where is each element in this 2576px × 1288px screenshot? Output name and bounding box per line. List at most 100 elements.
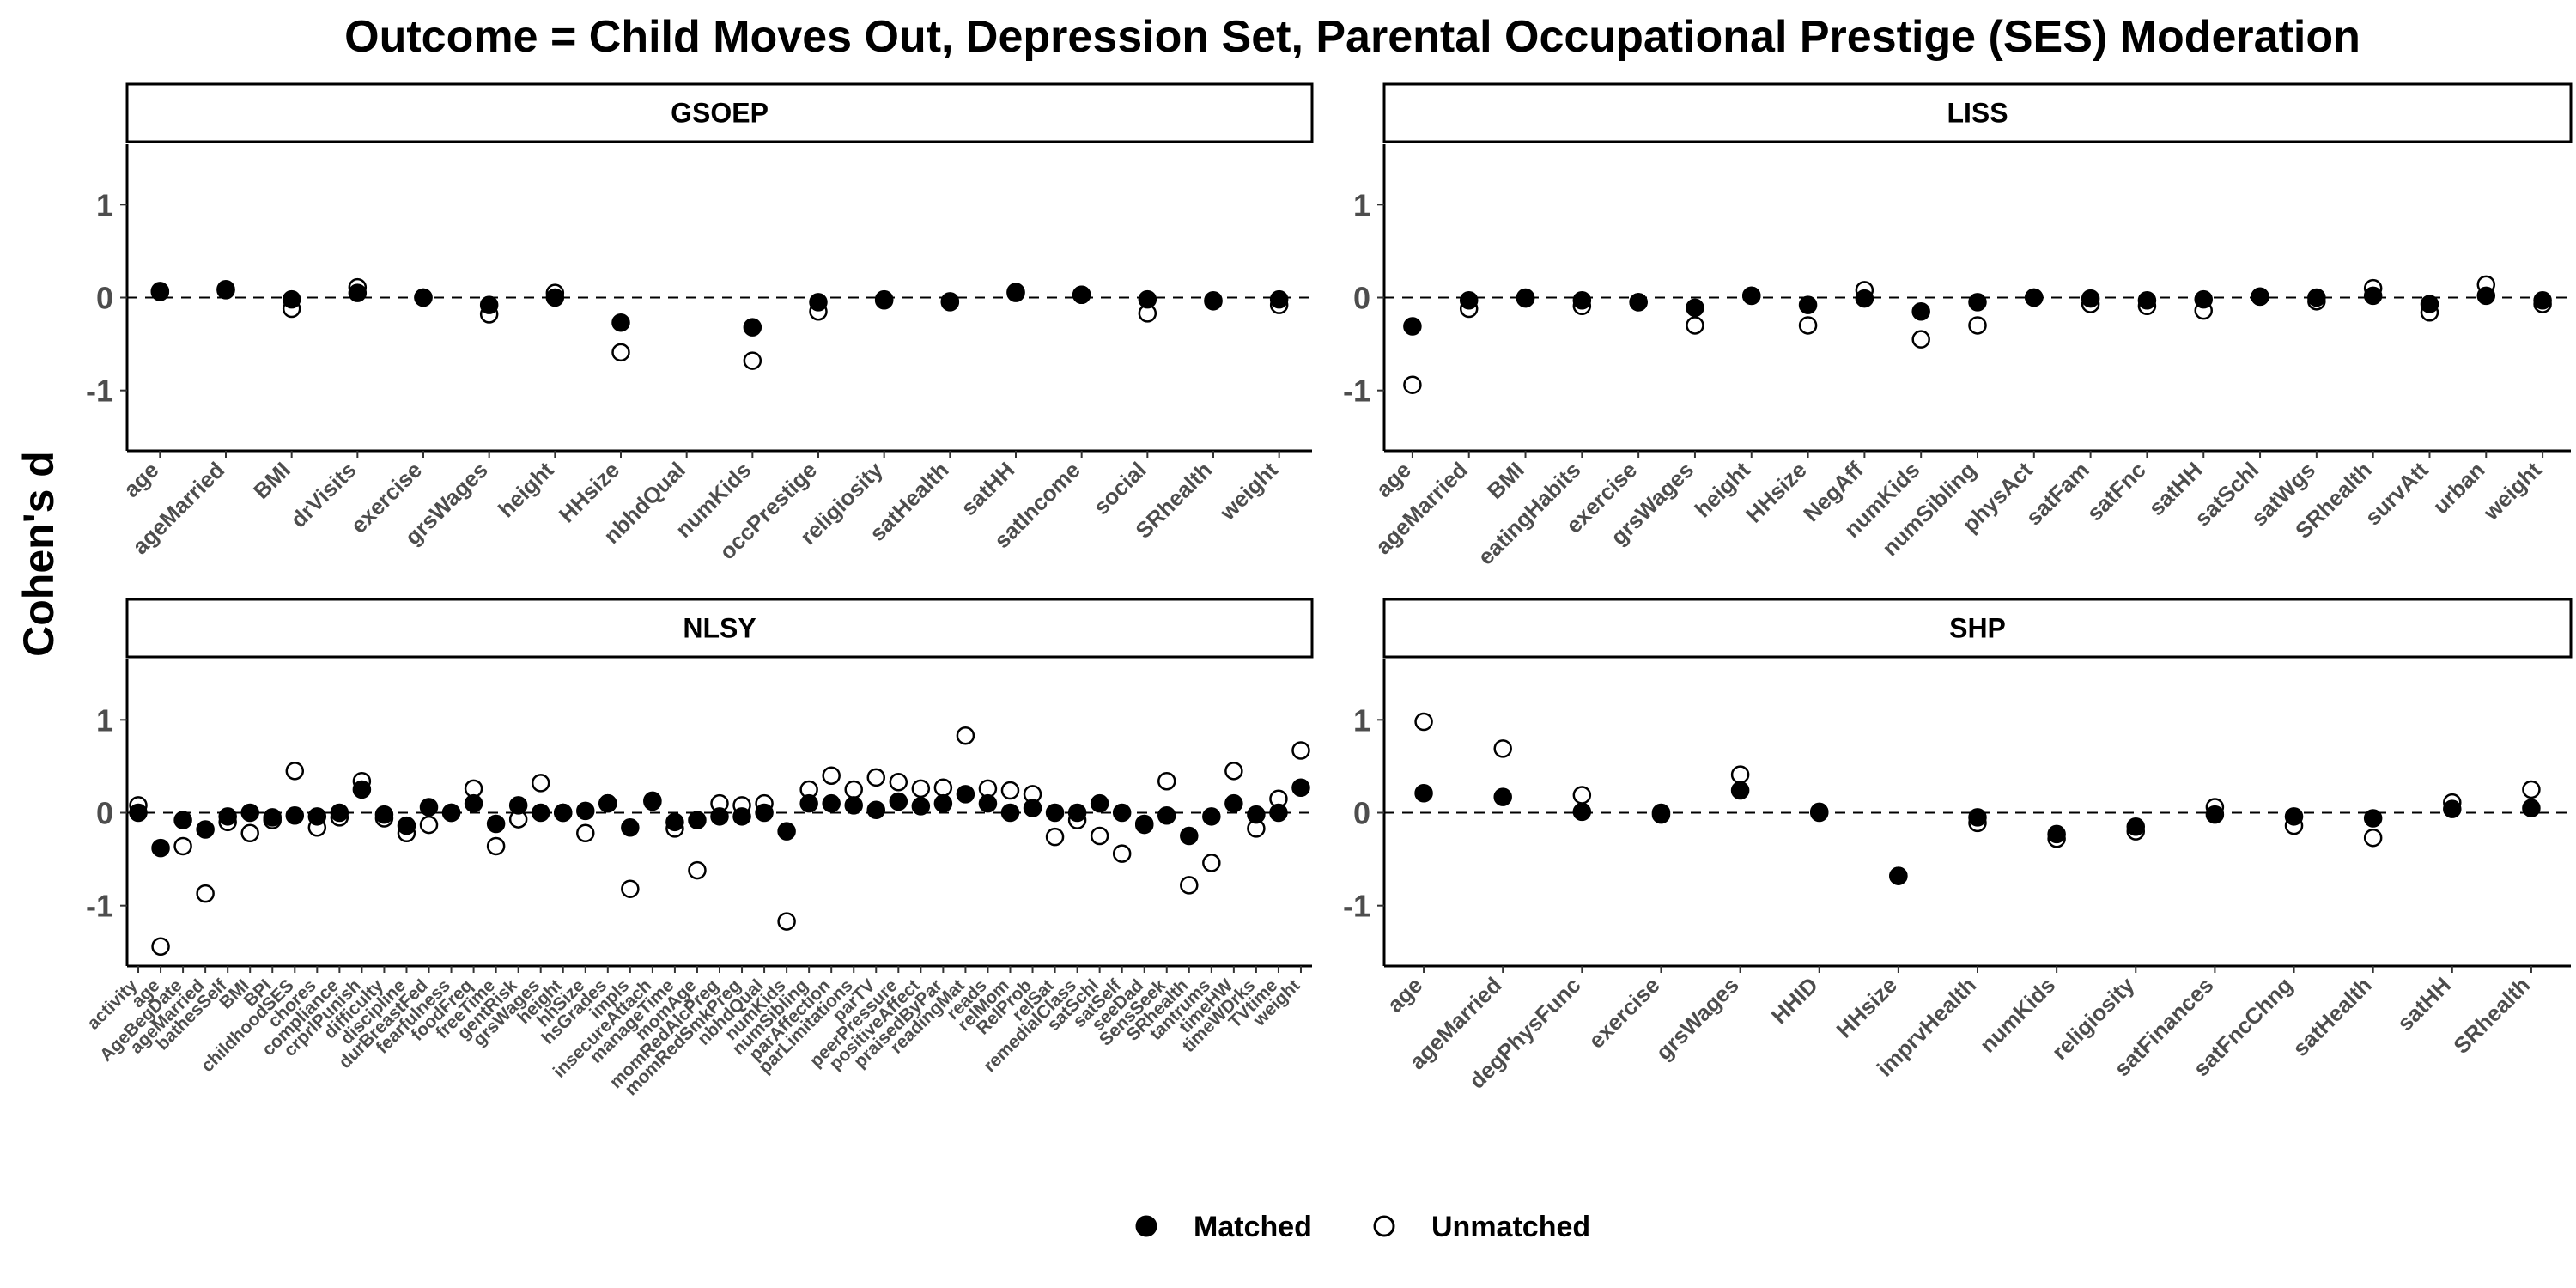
matched-point-SRhealth [1204,290,1223,310]
matched-point-height [553,803,573,823]
chart-title: Outcome = Child Moves Out, Depression Se… [344,12,2360,62]
unmatched-point-numKids [777,912,796,931]
legend-matched-label: Matched [1194,1211,1312,1243]
matched-point-grsWages [1730,781,1750,800]
matched-point-height [1742,286,1761,306]
matched-point-hsGrades [598,793,617,813]
unmatched-point-readingMat [956,726,975,745]
matched-point-ageMarried [216,280,235,299]
unmatched-point-BMI [240,823,259,843]
matched-point-reads [978,793,998,813]
unmatched-point-positiveAffect [911,779,931,799]
panel-strip-label: NLSY [683,613,756,644]
matched-point-timeWDrks [1247,805,1266,824]
matched-point-positiveAffect [911,797,931,816]
matched-point-HHsize [1889,866,1908,885]
unmatched-point-grsWages [531,774,550,793]
matched-point-HHID [1809,802,1829,822]
unmatched-point-numKids [743,351,762,370]
matched-point-satFncChng [2284,807,2304,826]
matched-point-weight [1269,289,1289,309]
matched-point-BPI [263,808,282,827]
legend-unmatched-label: Unmatched [1431,1211,1590,1243]
unmatched-point-relMom [1000,781,1020,800]
unmatched-point-tantrums [1202,854,1221,872]
unmatched-point-satSelf [1112,844,1132,863]
matched-point-ageMarried [1493,787,1512,806]
matched-point-grsWages [479,295,499,314]
matched-point-tantrums [1202,807,1221,826]
y-tick-label: 0 [1353,796,1370,831]
matched-point-BMI [282,289,301,309]
matched-point-HHsize [611,313,630,332]
matched-point-survAtt [2420,295,2439,313]
y-tick-label: -1 [86,374,113,409]
matched-point-manageTime [665,812,684,832]
matched-point-age [1403,317,1422,336]
matched-point-satFnc [2137,290,2157,310]
matched-point-relSat [1045,803,1065,823]
matched-point-compliance [330,803,349,823]
unmatched-point-impls [621,879,640,898]
matched-point-discipline [397,816,416,835]
matched-point-peerPressure [889,792,908,811]
unmatched-point-HHsize [1798,316,1818,335]
unmatched-point-peerPressure [889,773,908,792]
legend-matched-marker [1135,1215,1157,1237]
matched-point-urban [2476,286,2496,306]
y-tick-label: 1 [96,187,113,222]
matched-point-childhoodSES [285,805,305,825]
matched-point-satHH [2443,799,2462,818]
unmatched-point-SRhealth [2522,780,2541,799]
unmatched-point-weight [1291,741,1310,760]
matched-point-numKids [1911,301,1930,321]
matched-point-ageMarried [1459,290,1479,310]
matched-point-imprvHealth [1968,808,1987,827]
y-tick-label: 1 [1353,702,1370,738]
matched-point-height [545,288,565,307]
unmatched-point-HHsize [611,343,630,362]
matched-point-numKids [2047,824,2066,844]
unmatched-point-hhSize [576,823,595,843]
matched-point-foodFreq [464,793,483,813]
unmatched-point-degPhysFunc [1572,786,1592,805]
matched-point-numKids [777,822,796,841]
matched-point-impls [621,818,640,837]
unmatched-point-timeHW [1224,762,1243,781]
matched-point-remedialClass [1067,803,1087,823]
panel-strip [1382,598,2573,659]
matched-point-bathesSelf [218,807,237,826]
y-tick-label: 1 [96,702,113,738]
matched-point-parAffection [822,793,841,813]
matched-point-satSchl [1090,793,1109,813]
y-tick-label: -1 [1343,374,1370,409]
matched-point-grsWages [1686,298,1704,318]
matched-point-age [151,838,170,858]
unmatched-point-ageMarried [1493,739,1512,758]
unmatched-point-age [1414,712,1433,732]
matched-point-ageMarried [196,820,215,839]
legend: Matched Unmatched [1135,1211,1590,1243]
y-tick-label: 1 [1353,187,1370,222]
matched-point-eatingHabits [1572,290,1592,310]
matched-point-HHsize [1798,295,1818,314]
matched-point-exercise [1629,293,1648,312]
unmatched-point-grsWages [1686,316,1704,335]
unmatched-point-childhoodSES [285,762,305,781]
matched-point-satHH [2194,289,2213,309]
unmatched-point-numKids [1911,330,1930,349]
matched-point-exercise [1651,805,1671,824]
unmatched-point-momAge [688,860,707,880]
unmatched-point-AgeBegDate [173,836,192,856]
matched-point-durBreastFed [419,798,439,817]
matched-point-satSelf [1112,803,1132,823]
matched-point-satFinances [2205,805,2225,824]
unmatched-point-grsWages [1730,765,1750,784]
matched-point-weight [2533,290,2552,310]
matched-point-religiosity [2126,817,2146,836]
matched-point-satHealth [940,292,960,311]
unmatched-point-parTV [866,768,886,787]
matched-point-satWgs [2307,288,2326,307]
matched-point-SensSeek [1157,805,1176,825]
